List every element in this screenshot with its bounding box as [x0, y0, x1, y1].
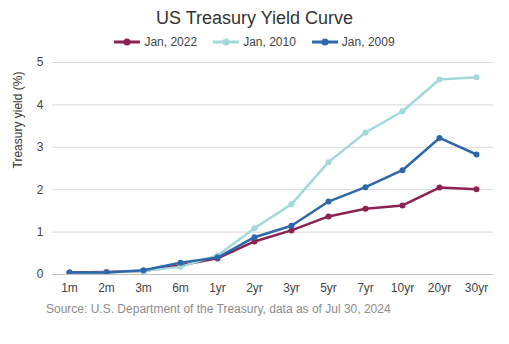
- svg-text:7yr: 7yr: [357, 281, 374, 295]
- svg-text:Treasury yield (%): Treasury yield (%): [11, 72, 25, 169]
- svg-text:2: 2: [37, 183, 44, 197]
- html-text:US Treasury Yield Curve: US Treasury Yield Curve: [156, 8, 353, 28]
- html-text:Jan, 2010: Jan, 2010: [243, 35, 296, 49]
- svg-text:1: 1: [37, 225, 44, 239]
- svg-text:2m: 2m: [98, 281, 115, 295]
- svg-text:30yr: 30yr: [465, 281, 488, 295]
- svg-text:2yr: 2yr: [246, 281, 263, 295]
- svg-text:10yr: 10yr: [391, 281, 414, 295]
- svg-text:5yr: 5yr: [320, 281, 337, 295]
- svg-text:3: 3: [37, 140, 44, 154]
- html-text:Jan, 2009: Jan, 2009: [341, 35, 395, 49]
- svg-text:1m: 1m: [61, 281, 78, 295]
- svg-text:3m: 3m: [135, 281, 152, 295]
- svg-text:5: 5: [37, 55, 44, 69]
- svg-text:3yr: 3yr: [283, 281, 300, 295]
- svg-text:0: 0: [37, 267, 44, 281]
- svg-text:20yr: 20yr: [428, 281, 451, 295]
- svg-text:1yr: 1yr: [209, 281, 226, 295]
- svg-text:4: 4: [37, 98, 44, 112]
- html-text:Jan, 2022: Jan, 2022: [144, 35, 198, 49]
- svg-text:6m: 6m: [172, 281, 189, 295]
- html-text:Source: U.S. Department of the: Source: U.S. Department of the Treasury,…: [46, 302, 391, 316]
